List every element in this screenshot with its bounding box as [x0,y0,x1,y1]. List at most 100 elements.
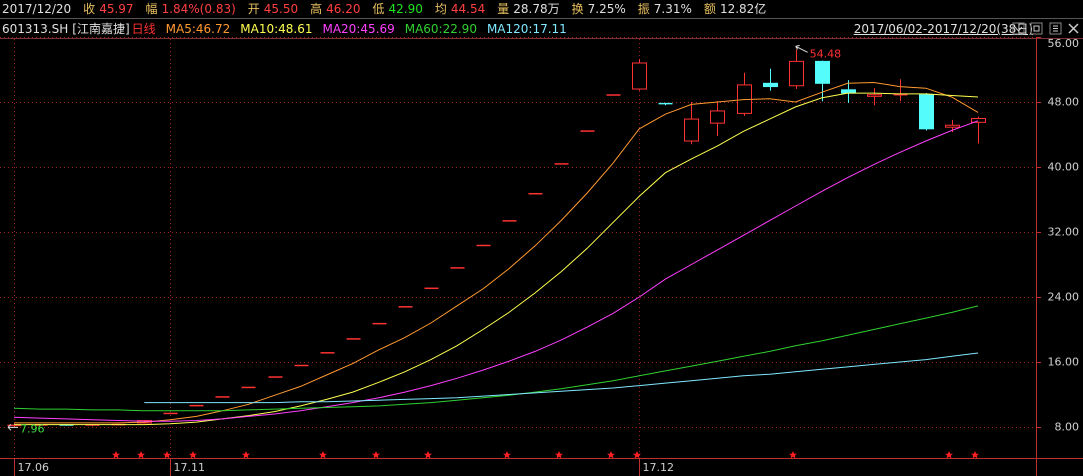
event-marker[interactable] [424,451,432,459]
legend-entry: MA60:22.90 [404,22,477,36]
event-marker[interactable] [319,451,327,459]
candle [632,58,647,91]
y-tick-label: 32.00 [1048,226,1080,239]
y-tick-label: 56.00 [1048,37,1080,50]
event-marker[interactable] [555,451,563,459]
quote-value: 42.90 [388,2,423,16]
x-tick-label: 17.06 [18,461,50,474]
quote-label: 均 [434,2,447,16]
candle-body [710,110,725,124]
quote-label: 高 [310,2,323,16]
x-tick-label: 17.11 [174,461,206,474]
event-marker[interactable] [633,451,641,459]
candle-body [867,94,882,97]
legend-entry: MA10:48.61 [240,22,313,36]
dropdown-arrow [1014,26,1023,32]
ma-line [14,81,979,424]
candles [7,49,986,428]
quote-item: 幅 1.84%(0.83) [146,0,236,18]
legend-entry: MA120:17.11 [486,22,567,36]
y-tick-label: 48.00 [1048,96,1080,109]
candle [710,101,725,137]
candle-body [763,82,778,88]
quote-item: 量 28.78万 [497,0,559,18]
min-label: 7.96 [20,422,45,435]
candle [684,102,699,145]
candle [789,49,804,89]
x-tick-label: 17.12 [643,461,675,474]
quote-label: 低 [372,2,385,16]
legend-entry: MA20:45.69 [322,22,395,36]
config-glyph [1053,25,1058,32]
close-icon[interactable] [1068,23,1079,34]
window-icons [1012,22,1079,35]
candle-body [789,60,804,87]
y-tick-label: 16.00 [1048,356,1080,369]
event-marker[interactable] [789,451,797,459]
ma-line [144,352,979,404]
event-markers [112,451,979,459]
quote-item: 均 44.54 [435,0,485,18]
max-arrow [795,44,808,53]
quote-item: 振 7.31% [638,0,692,18]
min-arrow [7,423,18,431]
quote-label: 振 [637,2,650,16]
quote-value: 1.84%(0.83) [161,2,236,16]
dropdown-icon[interactable] [1012,22,1025,35]
candle-body [684,118,699,142]
event-marker[interactable] [971,451,979,459]
event-marker[interactable] [945,451,953,459]
quote-item: 高 46.20 [310,0,360,18]
config-icon[interactable] [1049,22,1062,35]
y-tick-label: 8.00 [1055,421,1080,434]
candle [919,93,934,131]
quote-value: 46.20 [326,2,361,16]
event-marker[interactable] [372,451,380,459]
quote-label: 幅 [145,2,158,16]
candle-body [815,60,830,84]
quote-item: 开 45.50 [248,0,298,18]
event-marker[interactable] [163,451,171,459]
event-marker[interactable] [607,451,615,459]
stock-name: [江南嘉捷] [72,22,130,36]
quote-value: 28.78万 [513,2,560,16]
quote-label: 额 [703,2,716,16]
event-marker[interactable] [242,451,250,459]
candle [867,88,882,106]
event-marker[interactable] [189,451,197,459]
ma-line [14,92,979,426]
restore-icon[interactable] [1030,22,1043,35]
candle [658,102,673,106]
quote-item: 换 7.25% [572,0,626,18]
legend-entry: MA5:46.72 [165,22,231,36]
max-label: 54.48 [810,47,842,60]
restore-glyph [1033,25,1040,32]
quote-label: 开 [247,2,260,16]
candle [737,72,752,116]
candle-body [971,117,986,123]
y-tick-label: 24.00 [1048,291,1080,304]
y-tick-label: 40.00 [1048,161,1080,174]
event-marker[interactable] [137,451,145,459]
candle [971,116,986,144]
candle-body [919,94,934,130]
event-marker[interactable] [112,451,120,459]
date-range[interactable]: 2017/06/02-2017/12/20(38日) [853,22,1033,36]
quote-bar: 2017/12/20 收 45.97 幅 1.84%(0.83) 开 45.50 高 46.2… [0,0,1083,19]
candle [815,60,830,102]
quote-label: 换 [571,2,584,16]
candle-body [632,62,647,90]
quote-value: 12.82亿 [719,2,767,16]
event-marker[interactable] [503,451,511,459]
quote-item: 低 42.90 [373,0,423,18]
chart-info-bar: 601313.SH [江南嘉捷] 日线 MA5:46.72 MA10:48.61 M… [0,20,1083,39]
quote-value: 45.97 [99,2,134,16]
quote-value: 7.25% [587,2,626,16]
candle [763,68,778,91]
quote-label: 收 [83,2,96,16]
period: 日线 [131,22,156,36]
stock-code: 601313.SH [2,22,69,36]
quote-date: 2017/12/20 [2,2,72,16]
